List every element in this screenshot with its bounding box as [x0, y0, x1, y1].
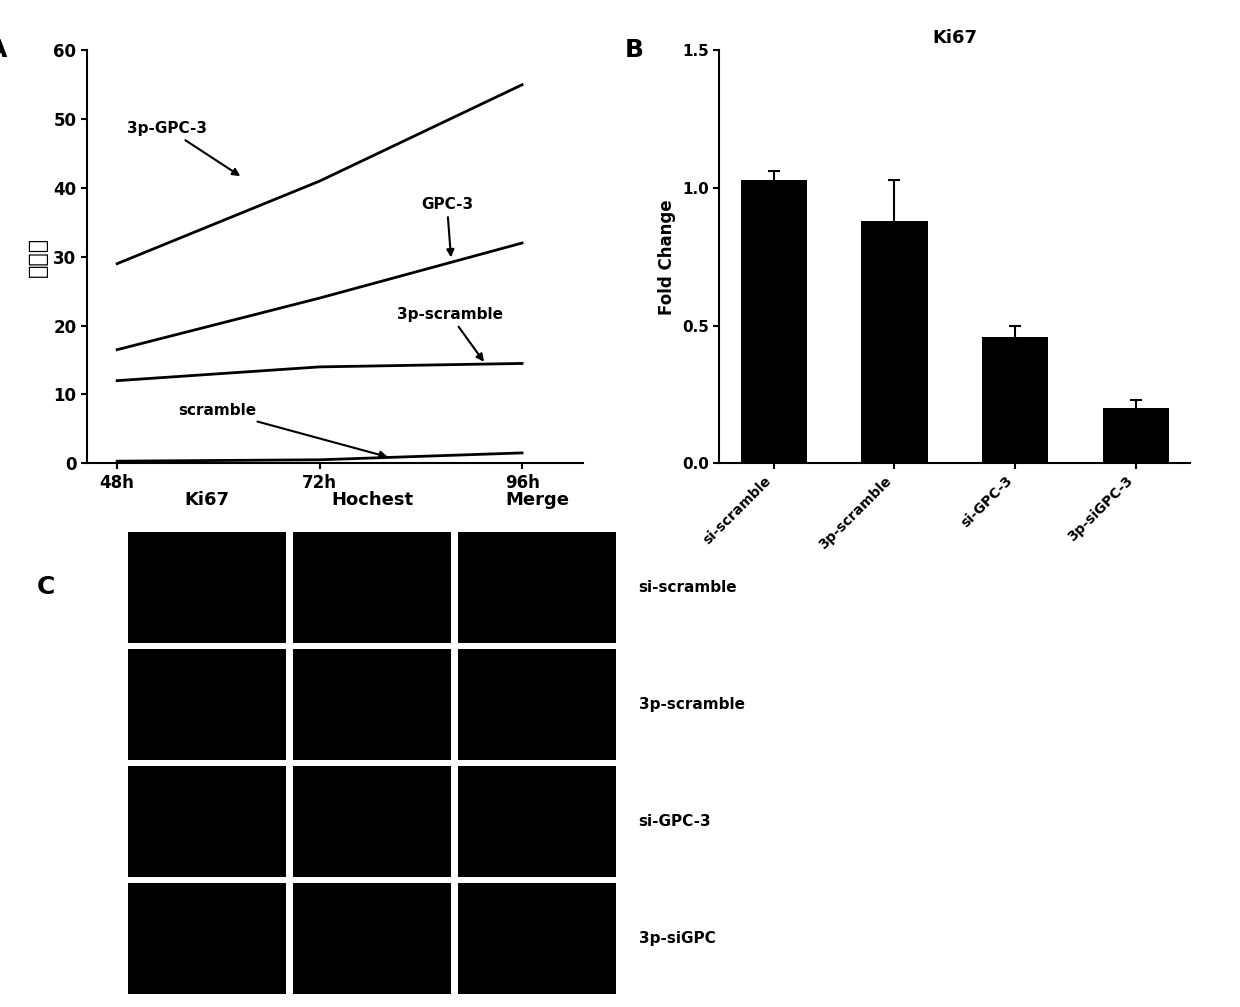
- Bar: [982, 336, 1048, 463]
- Y-axis label: 抑制率: 抑制率: [27, 237, 47, 277]
- Text: A: A: [0, 38, 7, 62]
- Text: 3p-siGPC: 3p-siGPC: [639, 930, 715, 946]
- Text: Hochest: Hochest: [331, 490, 413, 509]
- Bar: [293, 649, 451, 759]
- Text: B: B: [625, 38, 644, 62]
- Y-axis label: Fold Change: Fold Change: [658, 199, 676, 314]
- Text: Merge: Merge: [506, 490, 569, 509]
- Bar: [128, 649, 285, 759]
- Bar: [128, 532, 285, 642]
- Bar: [459, 883, 616, 994]
- Bar: [459, 766, 616, 877]
- Bar: [1102, 408, 1169, 463]
- Text: Ki67: Ki67: [185, 490, 229, 509]
- Bar: [459, 649, 616, 759]
- Bar: [293, 532, 451, 642]
- Bar: [459, 532, 616, 642]
- Bar: [128, 883, 285, 994]
- Text: si-GPC-3: si-GPC-3: [639, 814, 712, 829]
- Bar: [740, 179, 807, 463]
- Text: GPC-3: GPC-3: [420, 196, 472, 255]
- Title: Ki67: Ki67: [932, 29, 977, 47]
- Text: scramble: scramble: [177, 403, 386, 458]
- Bar: [293, 883, 451, 994]
- Text: 3p-scramble: 3p-scramble: [639, 697, 744, 712]
- Text: C: C: [37, 575, 56, 599]
- Text: 3p-scramble: 3p-scramble: [397, 307, 502, 359]
- Text: 3p-GPC-3: 3p-GPC-3: [128, 121, 238, 175]
- Bar: [862, 221, 928, 463]
- Text: si-scramble: si-scramble: [639, 580, 738, 595]
- Bar: [128, 766, 285, 877]
- Bar: [293, 766, 451, 877]
